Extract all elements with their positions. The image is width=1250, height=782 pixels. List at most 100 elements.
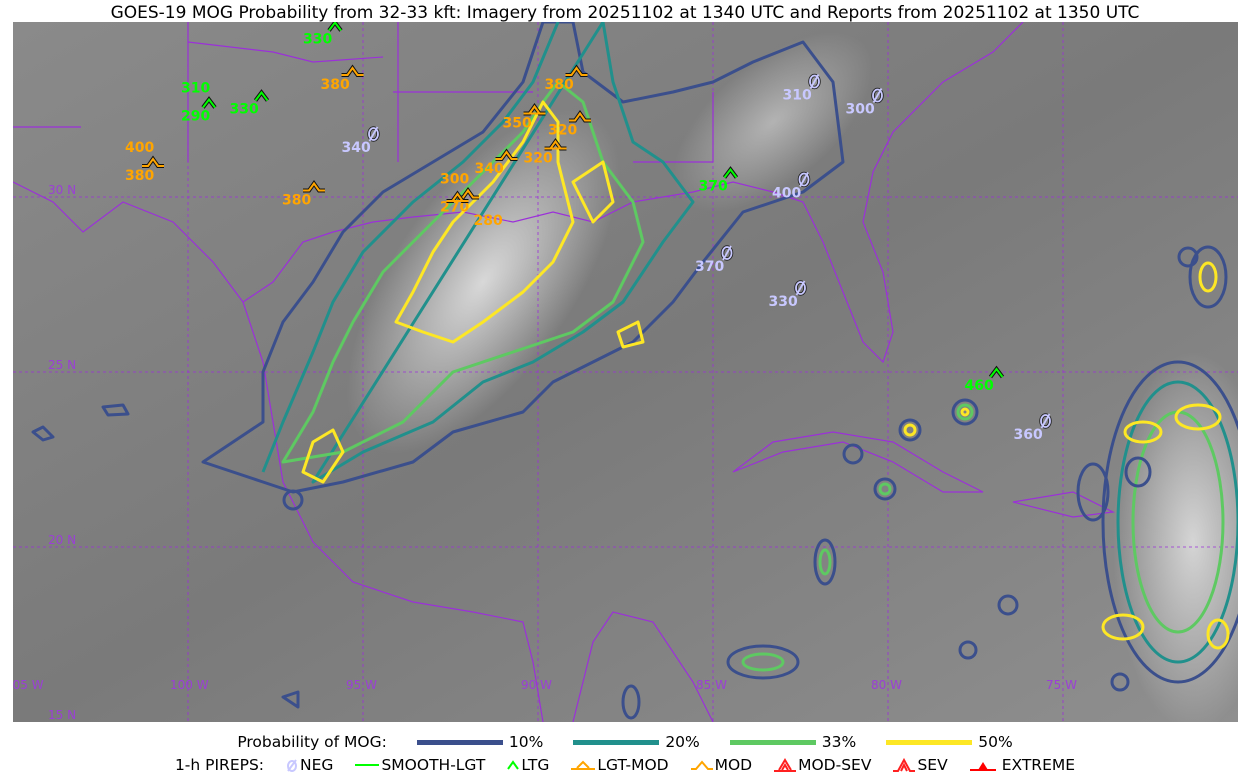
pirep-altitude-label: 340: [342, 140, 371, 156]
pirep-ltg: 460: [965, 365, 1005, 394]
legend-label: 33%: [821, 733, 857, 751]
neg-circle-slash-icon: [1039, 413, 1052, 429]
map-title: GOES-19 MOG Probability from 32-33 kft: …: [110, 3, 1140, 23]
pirep-altitude-label: 330: [230, 102, 259, 118]
caret-icon: [722, 166, 739, 179]
caret-icon: [253, 89, 270, 102]
pirep-lgt-mod: 280: [446, 190, 503, 229]
pirep-altitude-label: 380: [545, 77, 574, 93]
legend-label: SEV: [917, 756, 948, 774]
pirep-altitude-label: 270: [440, 200, 469, 216]
legend-label: 20%: [665, 733, 700, 751]
caret-icon: [303, 180, 325, 193]
caret-icon: [690, 760, 713, 770]
legend-item-sev: SEV: [893, 756, 948, 774]
legend-item-lgt-mod: LGT-MOD: [571, 756, 669, 774]
pirep-altitude-label: 280: [474, 213, 503, 229]
lat-label: 25 N: [48, 358, 76, 372]
double-caret-icon: [893, 757, 916, 772]
line-icon: [355, 764, 380, 766]
pirep-neg: 330: [769, 280, 807, 310]
pirep-altitude-label: 300: [846, 102, 875, 118]
pirep-neg: 300: [846, 87, 884, 118]
mog-contours: [31, 22, 1238, 720]
pirep-mod: 320: [548, 110, 591, 139]
neg-circle-slash-icon: [794, 280, 807, 296]
pirep-altitude-label: 350: [503, 116, 532, 132]
legend-swatch-33: [729, 739, 816, 745]
legend-item-neg: NEG: [286, 756, 333, 774]
filled-triangle-icon: [969, 762, 996, 771]
legend-label: SMOOTH-LGT: [381, 756, 486, 774]
pirep-altitude-label: 340: [475, 161, 504, 177]
caret-icon: [565, 64, 588, 77]
lon-label: 75 W: [1046, 678, 1077, 692]
caret-icon: [988, 365, 1005, 379]
lat-lon-grid: [13, 22, 1238, 722]
double-caret-bar-icon: [774, 758, 797, 772]
lon-label: 105 W: [13, 678, 44, 692]
grid-labels: 105 W 100 W 95 W 90 W 85 W 80 W 75 W 30 …: [13, 183, 1077, 722]
legend-swatch-20: [573, 739, 660, 745]
lon-label: 85 W: [696, 678, 727, 692]
pirep-altitude-label: 370: [695, 259, 724, 275]
legend-label: MOD-SEV: [798, 756, 872, 774]
neg-circle-slash-icon: [797, 171, 811, 188]
pirep-legend: 1-h PIREPS: NEG SMOOTH-LGT LTG LGT-MOD M…: [0, 756, 1250, 774]
satellite-map: 105 W 100 W 95 W 90 W 85 W 80 W 75 W 30 …: [13, 22, 1238, 722]
pirep-altitude-label: 320: [524, 151, 553, 167]
caret-bar-icon: [446, 190, 469, 203]
lat-label: 15 N: [48, 708, 76, 722]
pirep-ltg: 330: [230, 89, 270, 118]
pirep-altitude-label: 310: [783, 88, 812, 104]
lon-label: 100 W: [170, 678, 209, 692]
caret-bar-icon: [544, 138, 567, 151]
pirep-altitude-label: 400: [125, 140, 154, 156]
neg-circle-slash-icon: [367, 126, 380, 142]
pirep-mod: 380: [321, 64, 364, 93]
pirep-altitude-label: 290: [181, 109, 210, 125]
neg-circle-slash-icon: [808, 73, 821, 90]
pirep-neg: 370: [695, 245, 734, 275]
legend-swatch-10: [416, 739, 503, 745]
legend-label: MOD: [714, 756, 753, 774]
pirep-neg: 400: [772, 171, 811, 202]
pirep-ltg: 330: [303, 22, 343, 48]
caret-icon: [495, 148, 518, 161]
pirep-legend-title: 1-h PIREPS:: [174, 756, 265, 774]
pirep-altitude-label: 370: [699, 179, 728, 195]
legend-label: LTG: [521, 756, 550, 774]
legend-label: NEG: [300, 756, 334, 774]
cloud-area-east: [1113, 352, 1238, 722]
pirep-altitude-label: 310: [181, 81, 210, 97]
caret-icon: [327, 22, 343, 32]
lat-label: 30 N: [48, 183, 76, 197]
caribbean-cells: [31, 245, 1238, 720]
pirep-lgt-mod: 350: [503, 103, 546, 132]
legend-item-mod: MOD: [690, 756, 753, 774]
contour-10pct: [201, 22, 845, 494]
pirep-altitude-label: 380: [321, 77, 350, 93]
pirep-altitude-label: 320: [548, 123, 577, 139]
legend-label: LGT-MOD: [597, 756, 669, 774]
lon-label: 90 W: [521, 678, 552, 692]
caret-icon: [507, 760, 520, 770]
pirep-ltg: 310 290: [181, 81, 217, 125]
caret-icon: [569, 110, 591, 123]
legend-item-smooth-lgt: SMOOTH-LGT: [355, 756, 485, 774]
pirep-mod: 380: [282, 180, 325, 209]
pirep-reports: 330 380 310 290 330 400 380 340 380 300 270 280 340 3…: [125, 22, 1052, 443]
pirep-mod: 380: [545, 64, 588, 93]
pirep-ltg: 370: [699, 166, 739, 195]
neg-circle-slash-icon: [287, 759, 298, 772]
legend-item-mod-sev: MOD-SEV: [774, 756, 871, 774]
caret-bar-icon: [571, 760, 596, 770]
legend-label: 10%: [508, 733, 544, 751]
pirep-altitude-label: 380: [125, 168, 154, 184]
probability-legend-title: Probability of MOG:: [237, 733, 387, 751]
legend-swatch-50: [886, 739, 973, 745]
pirep-altitude-label: 330: [769, 294, 798, 310]
pirep-altitude-label: 330: [303, 32, 332, 48]
cloud-band: [346, 110, 620, 454]
pirep-neg: 340: [342, 126, 380, 156]
